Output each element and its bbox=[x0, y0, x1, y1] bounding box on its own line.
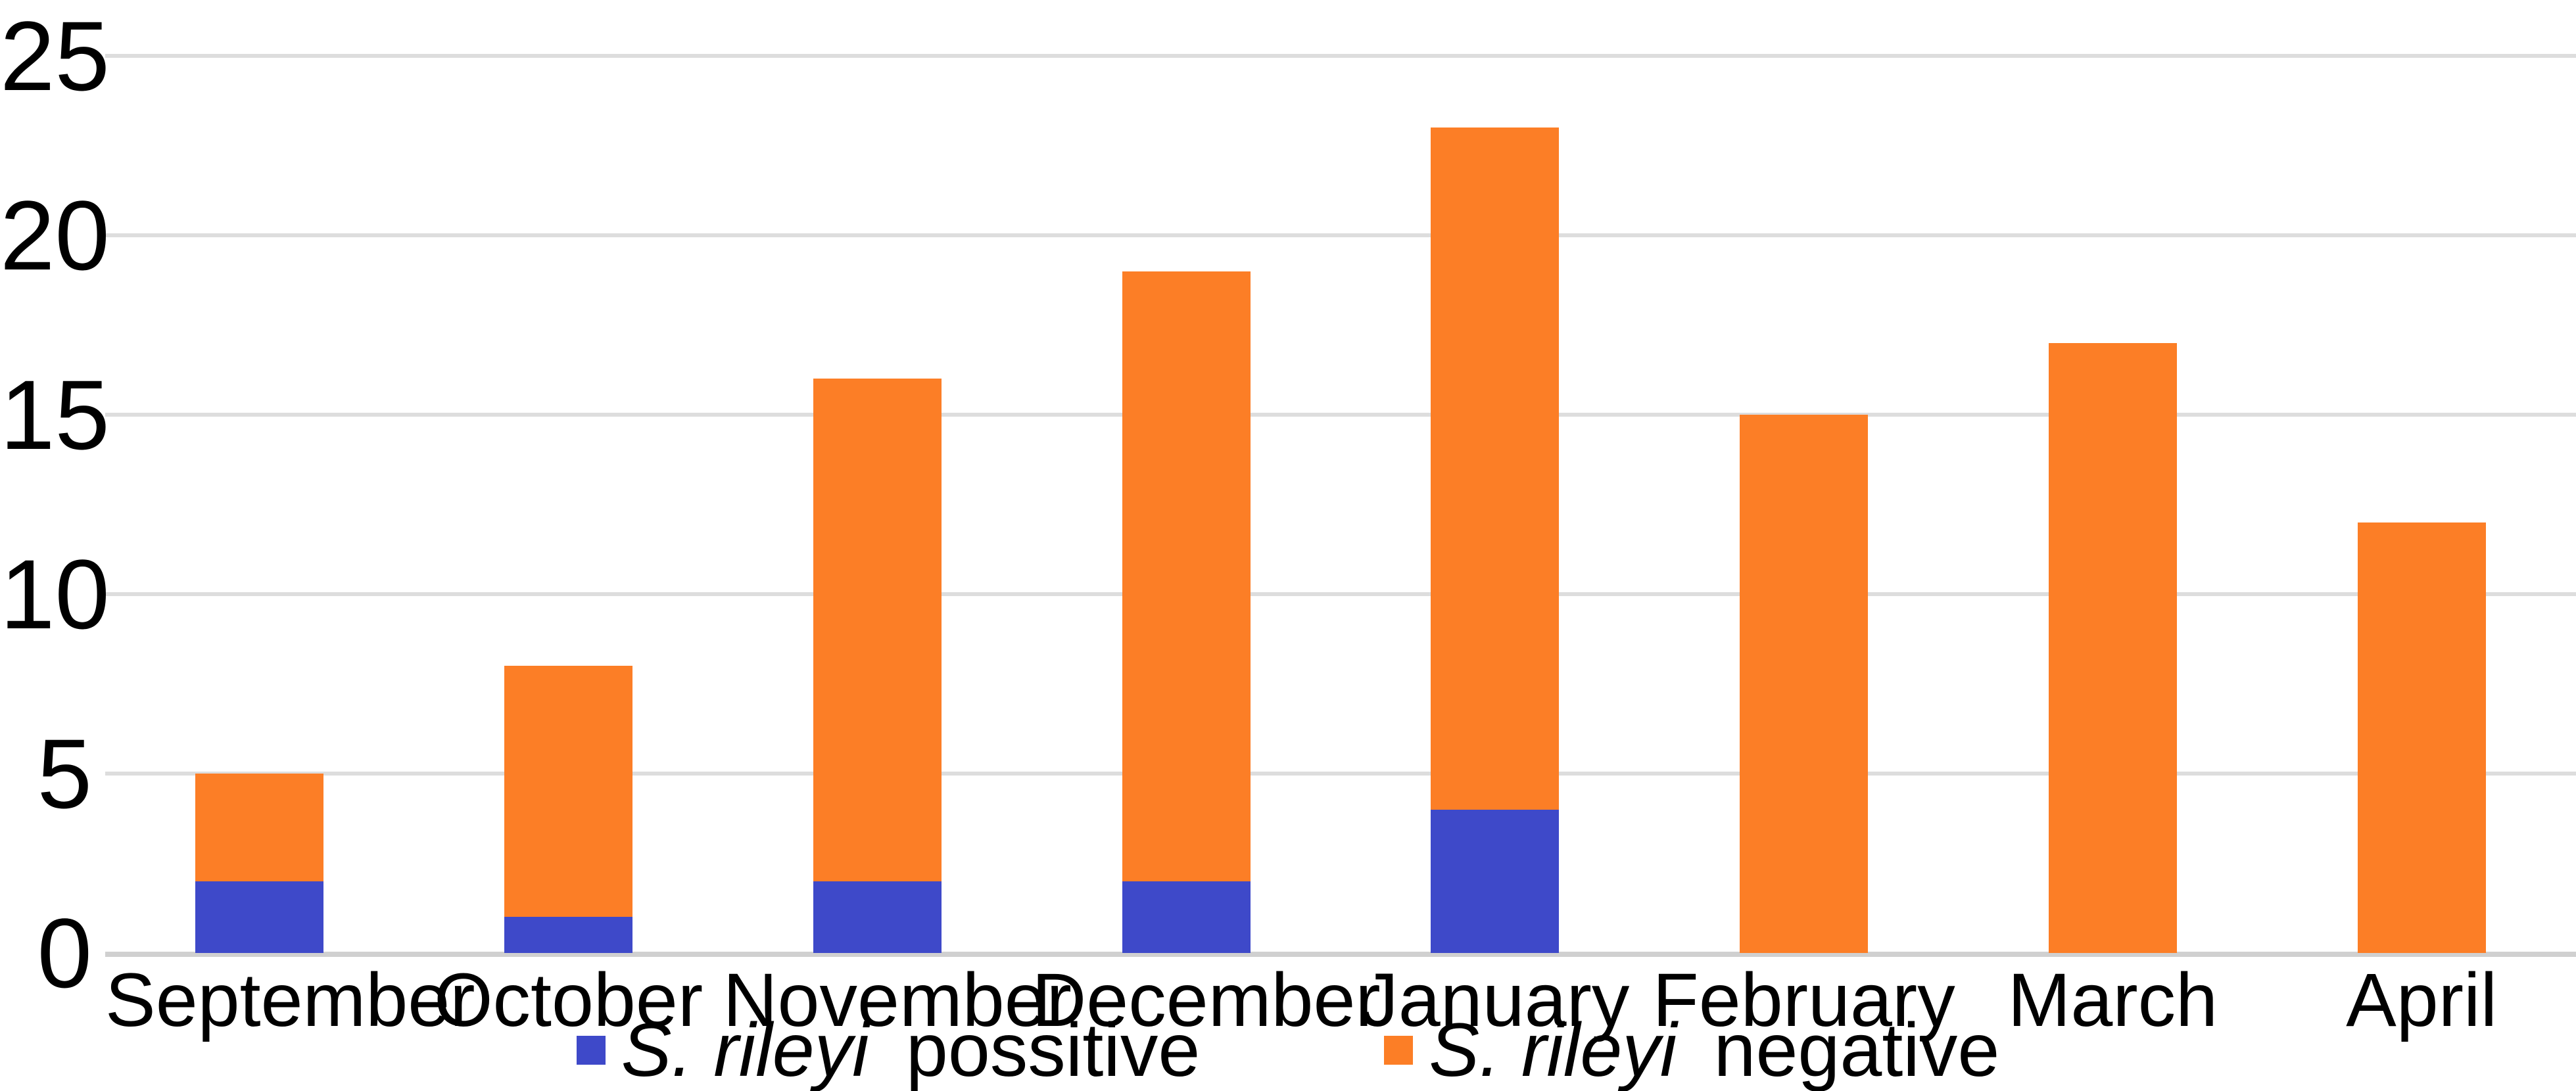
bar-segment-december-negative bbox=[1122, 271, 1251, 881]
bar-segment-january-negative bbox=[1431, 128, 1560, 810]
y-axis-tick-label: 25 bbox=[0, 1, 110, 111]
legend-item-negative: S. rileyi negative bbox=[1384, 1011, 1999, 1090]
gridline bbox=[105, 233, 2576, 237]
x-axis-label-february: February bbox=[1652, 958, 1955, 1042]
y-axis-tick-label: 5 bbox=[37, 718, 92, 829]
bar-segment-december-possitive bbox=[1122, 881, 1251, 953]
x-axis-label-march: March bbox=[2007, 958, 2218, 1042]
legend-swatch-possitive bbox=[576, 1036, 606, 1065]
bar-segment-november-possitive bbox=[813, 881, 942, 953]
bar-segment-october-negative bbox=[504, 666, 633, 917]
bar-segment-october-possitive bbox=[504, 917, 633, 953]
legend-label-species: S. rileyi bbox=[1429, 1008, 1677, 1091]
x-axis-label-november: November bbox=[723, 958, 1072, 1042]
bar-segment-september-negative bbox=[195, 774, 324, 881]
bar-segment-january-possitive bbox=[1431, 809, 1560, 953]
x-axis-label-october: October bbox=[434, 958, 704, 1042]
legend-label-possitive: possitive bbox=[905, 1008, 1201, 1091]
gridline bbox=[105, 592, 2576, 596]
x-axis-label-january: January bbox=[1360, 958, 1630, 1042]
y-axis-tick-label: 10 bbox=[0, 539, 110, 649]
legend-item-possitive: S. rileyi possitive bbox=[576, 1008, 1201, 1091]
bar-segment-april-negative bbox=[2357, 522, 2486, 953]
y-axis-tick-label: 0 bbox=[37, 898, 92, 1008]
y-axis-tick-label: 15 bbox=[0, 360, 110, 470]
legend-label-species: S. rileyi bbox=[621, 1008, 869, 1091]
legend-swatch-negative bbox=[1384, 1036, 1414, 1065]
bar-segment-november-negative bbox=[813, 379, 942, 881]
x-axis-label-december: December bbox=[1032, 958, 1381, 1042]
gridline bbox=[105, 413, 2576, 417]
x-axis-line bbox=[105, 952, 2576, 957]
bar-segment-september-possitive bbox=[195, 881, 324, 953]
x-axis-label-april: April bbox=[2346, 958, 2498, 1042]
x-axis-label-september: September bbox=[105, 958, 475, 1042]
gridline bbox=[105, 54, 2576, 58]
bar-segment-february-negative bbox=[1740, 415, 1869, 953]
legend-label-negative: negative bbox=[1713, 1008, 2000, 1091]
y-axis-tick-label: 20 bbox=[0, 180, 110, 290]
legend: S. rileyi possitive S. rileyi negative bbox=[0, 1011, 2576, 1090]
gridline bbox=[105, 772, 2576, 776]
bar-segment-march-negative bbox=[2048, 342, 2177, 953]
